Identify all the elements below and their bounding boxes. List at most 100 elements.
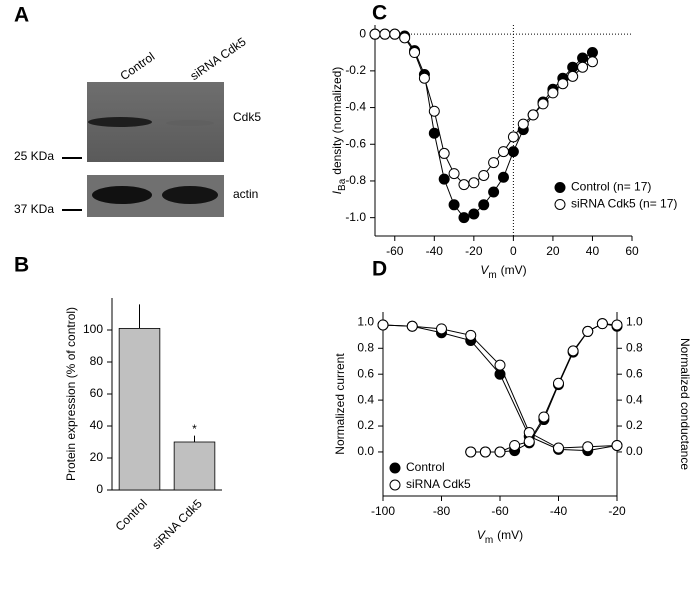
x-axis-label-part: V <box>480 263 489 277</box>
data-point <box>611 439 623 451</box>
y-tick-label: 0.8 <box>357 340 374 354</box>
data-point <box>553 442 564 454</box>
data-point <box>488 186 500 198</box>
legend-marker <box>389 462 401 474</box>
blot-band <box>166 120 214 126</box>
marker-label: 37 KDa <box>14 202 54 216</box>
legend-marker <box>554 198 566 210</box>
data-point <box>494 359 506 371</box>
x-tick-label: -80 <box>433 504 451 518</box>
x-axis-label: Vm (mV) <box>480 263 526 280</box>
y-tick-label: -0.6 <box>345 136 366 150</box>
data-point <box>567 345 579 357</box>
x-tick-label: -40 <box>550 504 568 518</box>
y-axis-label: Normalized current <box>333 353 347 455</box>
data-point <box>596 318 608 330</box>
data-point <box>523 436 535 448</box>
bar <box>118 327 161 491</box>
data-point <box>468 177 480 189</box>
x-tick-label: siRNA Cdk5 <box>149 496 205 552</box>
data-point <box>448 199 460 211</box>
data-point <box>436 323 447 335</box>
data-point <box>448 168 460 180</box>
legend-label: siRNA Cdk5 <box>406 477 471 491</box>
y2-tick-label: 0.2 <box>626 418 643 432</box>
data-point <box>458 179 470 191</box>
x-axis-label-part: m <box>488 270 496 281</box>
data-point <box>538 411 550 423</box>
y-tick-label: -0.4 <box>345 100 366 114</box>
y2-tick-label: 0.8 <box>626 340 643 354</box>
data-point <box>577 52 589 64</box>
band-label: actin <box>233 187 258 201</box>
y-axis-label-part: I <box>330 190 344 194</box>
y-tick-label: 40 <box>90 418 104 432</box>
blot-band <box>92 186 152 204</box>
y-tick-label: -1.0 <box>345 210 366 224</box>
data-point <box>478 169 490 181</box>
series-line <box>375 33 593 186</box>
x-tick-label: Control <box>113 496 150 533</box>
panel-a: A Control siRNA Cdk5 Cdk5 actin 25 KDa 3… <box>14 4 261 217</box>
series-line <box>470 323 618 453</box>
data-point <box>438 173 450 185</box>
data-point <box>611 319 623 331</box>
data-point <box>465 329 477 341</box>
x-tick-label: -100 <box>371 504 395 518</box>
data-point <box>577 61 589 73</box>
y-tick-label: 0.0 <box>357 444 374 458</box>
x-axis-label-part: m <box>485 535 493 546</box>
legend-label: Control <box>406 460 445 474</box>
data-point <box>557 78 569 90</box>
data-point <box>553 377 564 389</box>
panel-label: B <box>14 254 29 277</box>
legend-label: Control (n= 17) <box>571 180 651 194</box>
data-point <box>488 157 500 169</box>
data-point <box>428 105 440 117</box>
data-point <box>509 439 521 451</box>
y-tick-label: 0.2 <box>357 418 374 432</box>
y-tick-label: 0.6 <box>357 366 374 380</box>
y-tick-label: 0 <box>96 482 103 496</box>
lane-label: siRNA Cdk5 <box>188 34 249 83</box>
data-point <box>586 56 598 68</box>
x-axis-label-part: (mV) <box>497 528 523 542</box>
y-tick-label: 60 <box>90 386 104 400</box>
data-point <box>406 320 418 332</box>
data-point <box>377 319 389 331</box>
annotation: * <box>192 422 197 436</box>
bar <box>173 441 216 491</box>
x-tick-label: -60 <box>491 504 509 518</box>
data-point <box>507 131 519 143</box>
data-point <box>369 28 381 40</box>
data-point <box>547 87 559 99</box>
band-label: Cdk5 <box>233 110 261 124</box>
data-point <box>479 446 491 458</box>
y-tick-label: 1.0 <box>357 315 374 329</box>
y-axis-label-part: density (normalized) <box>330 67 344 175</box>
data-point <box>498 171 509 183</box>
data-point <box>468 208 480 220</box>
series-line <box>382 324 618 452</box>
data-point <box>567 61 579 73</box>
legend-label: siRNA Cdk5 (n= 17) <box>571 197 677 211</box>
y-axis-label: Protein expression (% of control) <box>64 307 78 481</box>
x-tick-label: 60 <box>625 244 639 258</box>
series-line <box>382 324 618 449</box>
lane-label: Control <box>118 49 158 83</box>
x-axis-label-part: (mV) <box>501 263 527 277</box>
x-axis-label: Vm (mV) <box>477 528 523 545</box>
y-tick-label: 0.4 <box>357 392 374 406</box>
x-axis-label-part: V <box>477 528 486 542</box>
x-tick-label: 0 <box>510 244 517 258</box>
blot-band <box>162 186 218 204</box>
y-axis-label: IBa density (normalized) <box>330 67 347 195</box>
data-point <box>379 28 391 40</box>
y-axis-label-part: Ba <box>337 178 348 191</box>
y-tick-label: 100 <box>83 322 103 336</box>
y-tick-label: 20 <box>90 450 104 464</box>
marker-label: 25 KDa <box>14 149 54 163</box>
x-tick-label: 40 <box>586 244 600 258</box>
y2-tick-label: 0.6 <box>626 366 643 380</box>
